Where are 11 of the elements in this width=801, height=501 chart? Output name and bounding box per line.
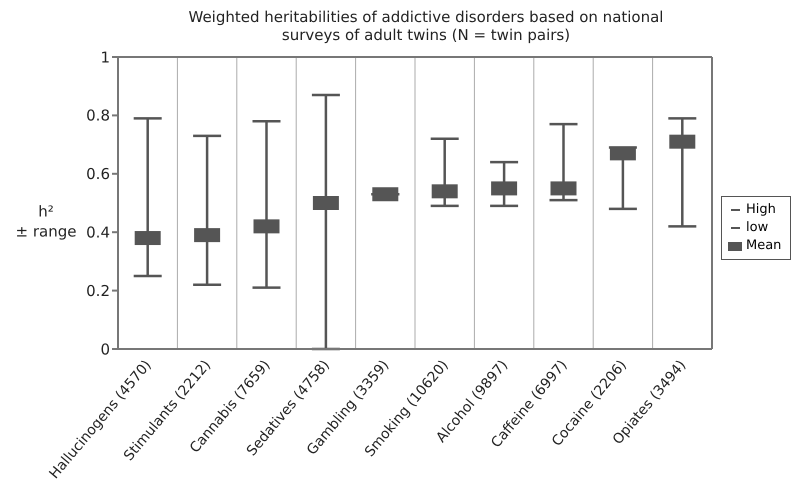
y-tick-label: 0.2 bbox=[86, 282, 110, 300]
y-axis-title: h² ± range bbox=[16, 202, 76, 241]
text: High bbox=[746, 201, 776, 219]
y-tick-label: 0 bbox=[100, 340, 110, 358]
y-tick-label: 0.6 bbox=[86, 165, 110, 184]
y-tick-label: 0.4 bbox=[86, 224, 110, 242]
chart-title: Weighted heritabilities of addictive disorders based on national surveys of adult twins (N = twin pairs) bbox=[188, 8, 664, 44]
legend-label: Mean bbox=[746, 237, 782, 255]
y-tick-label: 1 bbox=[100, 48, 110, 66]
y-tick-label: 0.8 bbox=[86, 106, 110, 125]
text: low bbox=[746, 219, 768, 237]
